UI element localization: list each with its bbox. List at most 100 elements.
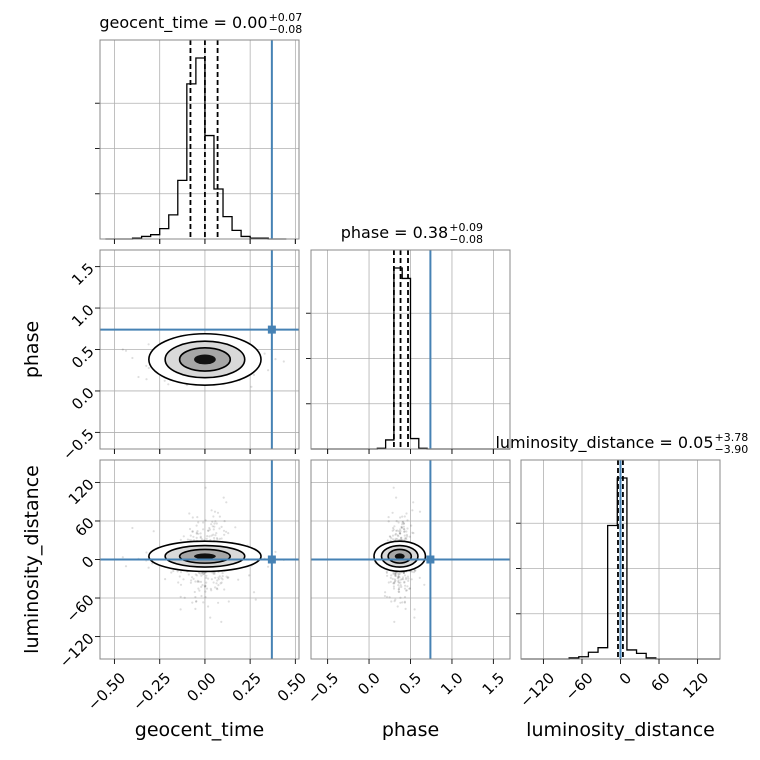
sample-point xyxy=(399,528,402,531)
sample-point xyxy=(267,369,270,372)
sample-point xyxy=(406,519,409,522)
sample-point xyxy=(212,572,215,575)
sample-point xyxy=(198,571,201,575)
sample-point xyxy=(406,535,409,538)
sample-point xyxy=(405,533,408,536)
sample-point xyxy=(397,573,401,576)
y-axis-label-phase: phase xyxy=(21,321,43,378)
sample-point xyxy=(204,584,207,587)
sample-point xyxy=(389,580,392,584)
sample-point xyxy=(401,521,404,524)
sample-point xyxy=(385,570,388,573)
sample-point xyxy=(227,576,230,579)
sample-point xyxy=(413,616,416,619)
sample-point xyxy=(274,358,277,361)
sample-point xyxy=(393,525,396,528)
x-tick-label: 0.00 xyxy=(183,669,219,705)
sample-point xyxy=(393,580,397,583)
sample-point xyxy=(189,581,192,584)
sample-point xyxy=(402,522,405,525)
sample-point xyxy=(399,581,402,584)
x-tick-label: −120 xyxy=(516,669,558,711)
sample-point xyxy=(192,535,195,538)
sample-point xyxy=(218,515,221,518)
panel-frame xyxy=(99,39,300,240)
sample-point xyxy=(234,526,237,529)
sample-points xyxy=(372,486,427,624)
sample-point xyxy=(389,576,392,580)
sample-point xyxy=(179,538,182,542)
sample-point xyxy=(400,585,403,589)
sample-point xyxy=(408,587,411,590)
sample-point xyxy=(227,600,230,603)
sample-point xyxy=(212,528,215,531)
sample-point xyxy=(176,570,179,573)
sample-point xyxy=(195,524,198,527)
sample-point xyxy=(398,530,401,533)
y-tick-label: −120 xyxy=(56,629,98,671)
sample-point xyxy=(405,578,408,581)
sample-point xyxy=(398,572,401,575)
sample-point xyxy=(399,578,402,581)
sample-point xyxy=(121,556,124,559)
sample-point xyxy=(221,572,224,575)
sample-point xyxy=(403,530,406,533)
sample-point xyxy=(195,574,198,577)
sample-point xyxy=(404,536,408,540)
sample-point xyxy=(208,528,211,531)
sample-point xyxy=(404,576,408,579)
sample-point xyxy=(210,534,213,537)
sample-point xyxy=(386,539,389,542)
density-contour xyxy=(394,553,405,560)
sample-point xyxy=(225,575,228,578)
sample-point xyxy=(400,525,403,529)
sample-point xyxy=(193,590,196,594)
sample-point xyxy=(220,620,223,624)
hist-panel-geocent_time xyxy=(95,39,300,240)
sample-point xyxy=(399,601,402,604)
sample-point xyxy=(217,578,220,581)
sample-point xyxy=(227,532,230,535)
sample-point xyxy=(401,515,404,518)
sample-point xyxy=(403,537,406,540)
sample-point xyxy=(188,512,191,515)
sample-point xyxy=(203,571,206,574)
sample-point xyxy=(406,575,409,578)
sample-point xyxy=(387,520,390,523)
sample-point xyxy=(200,571,203,574)
sample-point xyxy=(211,525,214,528)
sample-point xyxy=(208,526,211,530)
sample-point xyxy=(222,529,226,532)
density-contour xyxy=(194,553,216,560)
sample-point xyxy=(187,573,190,576)
sample-point xyxy=(391,534,395,537)
sample-point xyxy=(179,571,183,574)
sample-point xyxy=(404,584,407,587)
sample-point xyxy=(397,588,400,591)
sample-point xyxy=(210,523,213,526)
sample-point xyxy=(397,584,400,587)
sample-point xyxy=(411,570,414,573)
sample-point xyxy=(195,536,198,540)
sample-point xyxy=(218,527,221,530)
sample-point xyxy=(210,509,213,512)
sample-point xyxy=(205,537,208,540)
title-geocent_time: geocent_time = 0.00 xyxy=(99,13,267,33)
sample-point xyxy=(213,536,216,540)
x-tick-label: 0 xyxy=(616,669,635,688)
title-lower-error: −3.90 xyxy=(715,443,749,456)
sample-point xyxy=(401,578,404,581)
sample-point xyxy=(220,577,223,580)
hist-panel-phase xyxy=(306,249,511,450)
sample-point xyxy=(394,598,397,601)
sample-point xyxy=(124,349,128,352)
sample-point xyxy=(199,572,202,575)
sample-point xyxy=(202,521,205,524)
truth-marker xyxy=(426,555,435,564)
sample-point xyxy=(182,578,185,581)
sample-point xyxy=(412,532,415,535)
sample-point xyxy=(391,529,394,532)
sample-point xyxy=(393,573,397,576)
sample-point xyxy=(388,535,391,538)
truth-marker xyxy=(267,555,276,564)
